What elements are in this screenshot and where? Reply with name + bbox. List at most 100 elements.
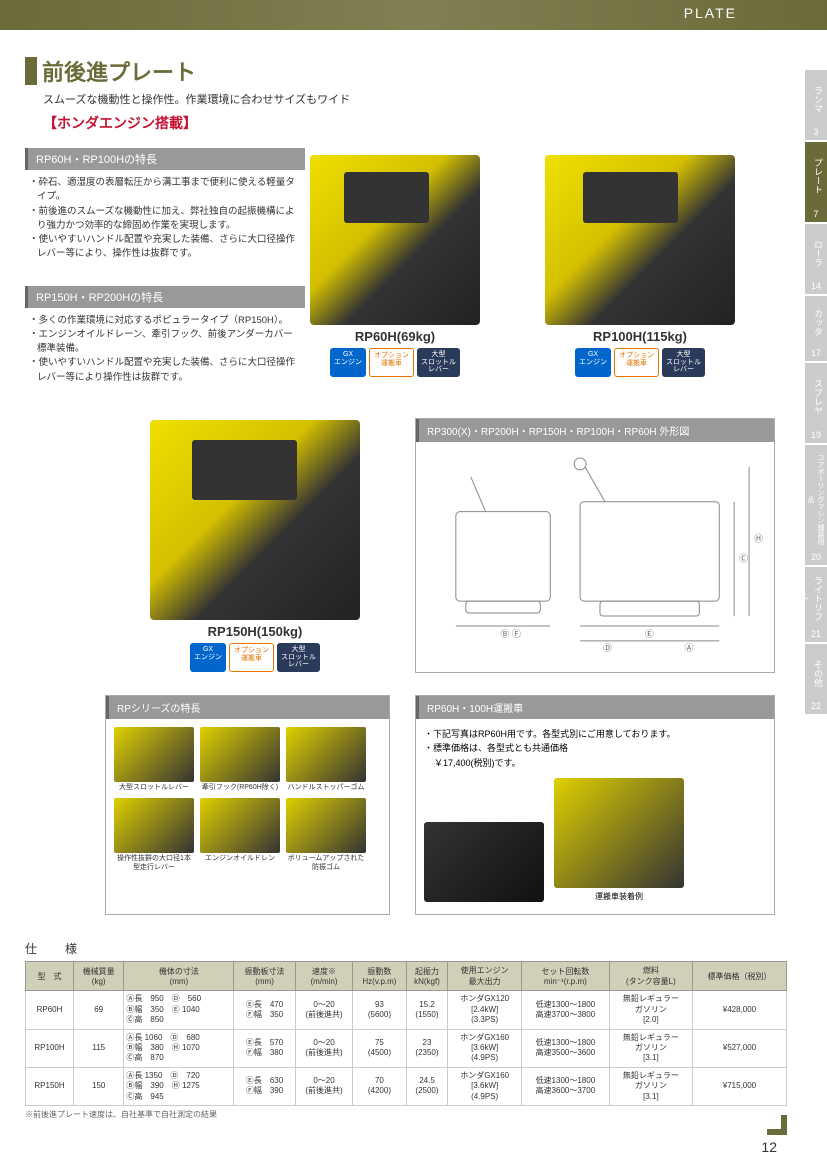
spec-title: 仕 様 bbox=[25, 940, 787, 957]
spec-cell: Ⓔ長 630 Ⓕ幅 390 bbox=[234, 1067, 295, 1105]
feature-item: ・使いやすいハンドル配置や充実した装備、さらに大口径操作レバー等により操作性は抜… bbox=[29, 356, 301, 385]
badge-option: オプション 運搬車 bbox=[369, 348, 414, 377]
outline-diagram-svg: Ⓔ Ⓑ Ⓕ Ⓒ Ⓗ Ⓓ Ⓐ bbox=[426, 452, 764, 661]
product-label-rp150h: RP150H(150kg) bbox=[150, 624, 360, 639]
svg-text:Ⓑ Ⓕ: Ⓑ Ⓕ bbox=[501, 629, 521, 639]
feature-item: ・前後進のスムーズな機動性に加え、弊社独自の起振機構により強力かつ効率的な締固め… bbox=[29, 205, 301, 234]
feature-item: ・使いやすいハンドル配置や充実した装備、さらに大口径操作レバー等により、操作性は… bbox=[29, 233, 301, 262]
spec-cell: 低速1300～1800 高速3600～3700 bbox=[521, 1067, 609, 1105]
tab-other[interactable]: その他22 bbox=[805, 644, 827, 714]
spec-cell: 15.2 (1550) bbox=[406, 991, 448, 1029]
spec-cell: RP150H bbox=[26, 1067, 74, 1105]
svg-text:Ⓗ: Ⓗ bbox=[754, 533, 763, 543]
feat-img-4: 操作性抜群の大口径1本型走行レバー bbox=[114, 798, 194, 872]
spec-cell: Ⓐ長 950 Ⓓ 560 Ⓑ幅 350 Ⓔ 1040 Ⓒ高 850 bbox=[124, 991, 234, 1029]
feat-img-2: 牽引フック(RP60H除く) bbox=[200, 727, 280, 792]
svg-text:Ⓔ: Ⓔ bbox=[645, 629, 654, 639]
product-rp60h: RP60H(69kg) GX エンジン オプション 運搬車 大型 スロットル レ… bbox=[310, 155, 480, 377]
spec-cell: 無鉛レギュラー ガソリン [3.1] bbox=[609, 1067, 692, 1105]
spec-cell: Ⓐ長 1060 Ⓓ 680 Ⓑ幅 380 Ⓗ 1070 Ⓒ高 870 bbox=[124, 1029, 234, 1067]
feature-item: ・エンジンオイルドレーン、牽引フック、前後アンダーカバー標準装備。 bbox=[29, 328, 301, 357]
feat-img-5: エンジンオイルドレン bbox=[200, 798, 280, 872]
spec-cell: Ⓔ長 470 Ⓕ幅 350 bbox=[234, 991, 295, 1029]
features-rp60-100: RP60H・RP100Hの特長 ・砕石、適湿度の表層転圧から溝工事まで便利に使え… bbox=[25, 148, 305, 268]
tab-ramma[interactable]: ランマ3 bbox=[805, 70, 827, 140]
subtitle: スムーズな機動性と操作性。作業環境に合わせサイズもワイド bbox=[43, 91, 787, 107]
tab-light[interactable]: ライトリフト21 bbox=[805, 567, 827, 642]
tab-sprayer[interactable]: スプレヤ19 bbox=[805, 363, 827, 443]
transport-header: RP60H・100H運搬車 bbox=[416, 696, 774, 719]
spec-section: 仕 様 型 式 機械質量 (kg) 機体の寸法 (mm) 振動板寸法 (mm) … bbox=[25, 940, 787, 1120]
main-title: 前後進プレート bbox=[42, 55, 196, 87]
spec-cell: RP100H bbox=[26, 1029, 74, 1067]
spec-cell: 115 bbox=[74, 1029, 124, 1067]
header-bar: PLATE bbox=[0, 0, 827, 30]
svg-text:Ⓓ: Ⓓ bbox=[603, 643, 612, 653]
feat-img-6: ボリュームアップされた防振ゴム bbox=[286, 798, 366, 872]
spec-cell: 無鉛レギュラー ガソリン [2.0] bbox=[609, 991, 692, 1029]
feature-header-150: RP150H・RP200Hの特長 bbox=[25, 286, 305, 308]
spec-th: 標準価格（税別） bbox=[692, 962, 786, 991]
product-label-rp60h: RP60H(69kg) bbox=[310, 329, 480, 344]
badge-gx: GX エンジン bbox=[330, 348, 366, 377]
spec-th: 機械質量 (kg) bbox=[74, 962, 124, 991]
transport-text1: ・下記写真はRP60H用です。各型式別にご用意しております。 bbox=[424, 727, 766, 741]
title-block: 前後進プレート スムーズな機動性と操作性。作業環境に合わせサイズもワイド 【ホン… bbox=[25, 55, 787, 133]
spec-row: RP60H69Ⓐ長 950 Ⓓ 560 Ⓑ幅 350 Ⓔ 1040 Ⓒ高 850… bbox=[26, 991, 787, 1029]
honda-badge: 【ホンダエンジン搭載】 bbox=[43, 113, 787, 133]
spec-th: 速度※ (m/min) bbox=[295, 962, 353, 991]
product-rp100h: RP100H(115kg) GX エンジン オプション 運搬車 大型 スロットル… bbox=[545, 155, 735, 377]
transport-price: ￥17,400(税別)です。 bbox=[434, 756, 766, 770]
product-rp150h: RP150H(150kg) GX エンジン オプション 運搬車 大型 スロットル… bbox=[150, 420, 360, 672]
spec-cell: 93 (5600) bbox=[353, 991, 406, 1029]
spec-table: 型 式 機械質量 (kg) 機体の寸法 (mm) 振動板寸法 (mm) 速度※ … bbox=[25, 961, 787, 1106]
spec-cell: ホンダGX160 [3.6kW] (4.9PS) bbox=[448, 1067, 521, 1105]
spec-cell: 75 (4500) bbox=[353, 1029, 406, 1067]
tab-cutter[interactable]: カッタ17 bbox=[805, 296, 827, 361]
badge-option: オプション 運搬車 bbox=[229, 643, 274, 672]
spec-cell: Ⓐ長 1350 Ⓓ 720 Ⓑ幅 390 Ⓗ 1275 Ⓒ高 945 bbox=[124, 1067, 234, 1105]
corner-decoration bbox=[767, 1115, 787, 1135]
svg-text:Ⓐ: Ⓐ bbox=[684, 643, 693, 653]
spec-th: セット回転数 min⁻¹(r.p.m) bbox=[521, 962, 609, 991]
spec-th: 振動板寸法 (mm) bbox=[234, 962, 295, 991]
spec-th: 型 式 bbox=[26, 962, 74, 991]
spec-row: RP100H115Ⓐ長 1060 Ⓓ 680 Ⓑ幅 380 Ⓗ 1070 Ⓒ高 … bbox=[26, 1029, 787, 1067]
spec-cell: 無鉛レギュラー ガソリン [3.1] bbox=[609, 1029, 692, 1067]
rp-features-box: RPシリーズの特長 大型スロットルレバー 牽引フック(RP60H除く) ハンドル… bbox=[105, 695, 390, 915]
transport-img-cart bbox=[424, 822, 544, 902]
feature-header-60: RP60H・RP100Hの特長 bbox=[25, 148, 305, 170]
badge-option: オプション 運搬車 bbox=[614, 348, 659, 377]
features-rp150-200: RP150H・RP200Hの特長 ・多くの作業環境に対応するポピュラータイプ（R… bbox=[25, 286, 305, 391]
rp-features-header: RPシリーズの特長 bbox=[106, 696, 389, 719]
spec-cell: 0～20 (前後進共) bbox=[295, 991, 353, 1029]
badge-gx: GX エンジン bbox=[575, 348, 611, 377]
spec-th: 機体の寸法 (mm) bbox=[124, 962, 234, 991]
header-category: PLATE bbox=[684, 5, 737, 21]
spec-cell: Ⓔ長 570 Ⓕ幅 380 bbox=[234, 1029, 295, 1067]
badge-throttle: 大型 スロットル レバー bbox=[662, 348, 705, 377]
tab-plate[interactable]: プレート7 bbox=[805, 142, 827, 222]
spec-th: 燃料 (タンク容量L) bbox=[609, 962, 692, 991]
spec-cell: RP60H bbox=[26, 991, 74, 1029]
transport-box: RP60H・100H運搬車 ・下記写真はRP60H用です。各型式別にご用意してお… bbox=[415, 695, 775, 915]
spec-cell: 低速1300～1800 高速3700～3800 bbox=[521, 991, 609, 1029]
transport-img-mounted: 運搬車装着例 bbox=[554, 778, 684, 902]
product-label-rp100h: RP100H(115kg) bbox=[545, 329, 735, 344]
page-number: 12 bbox=[761, 1139, 777, 1155]
spec-th: 振動数 Hz(v.p.m) bbox=[353, 962, 406, 991]
spec-cell: 70 (4200) bbox=[353, 1067, 406, 1105]
tab-coring[interactable]: コアボーリングマシン舗装用品20 bbox=[805, 445, 827, 565]
feat-img-3: ハンドルストッパーゴム bbox=[286, 727, 366, 792]
badge-gx: GX エンジン bbox=[190, 643, 226, 672]
spec-cell: ホンダGX160 [3.6kW] (4.9PS) bbox=[448, 1029, 521, 1067]
spec-th: 使用エンジン 最大出力 bbox=[448, 962, 521, 991]
tab-roller[interactable]: ローラ14 bbox=[805, 224, 827, 294]
spec-th: 起振力 kN(kgf) bbox=[406, 962, 448, 991]
svg-text:Ⓒ: Ⓒ bbox=[739, 553, 748, 563]
spec-cell: ¥715,000 bbox=[692, 1067, 786, 1105]
spec-cell: 69 bbox=[74, 991, 124, 1029]
side-tabs: ランマ3 プレート7 ローラ14 カッタ17 スプレヤ19 コアボーリングマシン… bbox=[805, 70, 827, 716]
feature-item: ・砕石、適湿度の表層転圧から溝工事まで便利に使える軽量タイプ。 bbox=[29, 176, 301, 205]
spec-row: RP150H150Ⓐ長 1350 Ⓓ 720 Ⓑ幅 390 Ⓗ 1275 Ⓒ高 … bbox=[26, 1067, 787, 1105]
